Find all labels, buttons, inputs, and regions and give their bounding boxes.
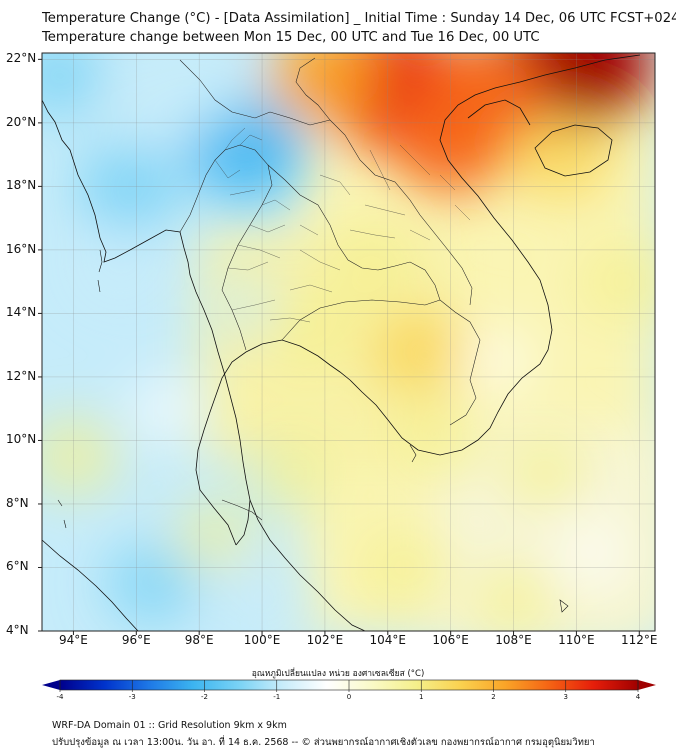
island-phu-quoc (409, 444, 417, 463)
border-china-myanmar (179, 59, 331, 126)
border-thailand-cambodia (281, 299, 441, 341)
lon-label: 94°E (58, 633, 88, 647)
field-anomaly-22 (42, 416, 120, 497)
island-andaman-south (97, 279, 101, 293)
island-nicobar-2 (63, 519, 67, 529)
lon-label: 102°E (306, 633, 344, 647)
country-borders (179, 57, 481, 521)
lat-label: 8°N (6, 495, 29, 510)
colorbar-tick-label: -2 (201, 693, 208, 701)
island-andaman (98, 249, 103, 273)
colorbar-tick-label: 0 (346, 693, 352, 701)
lat-label: 4°N (6, 623, 29, 637)
lat-label: 22°N (6, 51, 37, 66)
chart-title: Temperature Change (°C) - [Data Assimila… (42, 11, 676, 26)
coastlines (42, 54, 641, 631)
colorbar-tick-label: 2 (491, 693, 496, 701)
colorbar-tick-label: 3 (563, 693, 568, 701)
lon-label: 110°E (558, 633, 595, 647)
provincial-lines (214, 127, 471, 323)
colorbar-tick-label: 1 (419, 693, 424, 701)
field-anomaly-25 (502, 435, 588, 510)
field-anomaly-23 (250, 435, 337, 510)
footer-model-info: WRF-DA Domain 01 :: Grid Resolution 9km … (52, 720, 287, 731)
field-anomaly-18 (369, 308, 469, 395)
chart-subtitle: Temperature change between Mon 15 Dec, 0… (42, 30, 540, 45)
colorbar-tick-label: -1 (273, 693, 281, 701)
field-anomaly-19 (328, 227, 416, 304)
lon-label: 108°E (495, 633, 532, 647)
lon-label: 112°E (621, 633, 658, 647)
lat-label: 14°N (6, 305, 37, 320)
field-anomaly-9 (128, 374, 207, 443)
coastline-hainan (534, 124, 613, 177)
border-cambodia-vietnam (439, 299, 481, 426)
field-anomaly-16 (420, 53, 545, 146)
colorbar-tick-label: -3 (128, 693, 136, 701)
island-nicobar (57, 499, 63, 507)
lon-label: 106°E (432, 633, 469, 647)
field-anomaly-17 (510, 110, 612, 199)
colorbar-tick-label: 4 (635, 693, 641, 701)
lat-label: 20°N (6, 114, 37, 129)
lat-label: 12°N (6, 368, 37, 383)
axis-ticks (38, 58, 640, 635)
island-natuna (559, 599, 569, 613)
coastline-malay-peninsula (249, 499, 366, 631)
border-myanmar-thailand (179, 144, 273, 351)
coastline-sumatra (42, 539, 139, 631)
lon-label: 96°E (121, 633, 151, 647)
field-anomaly-3 (42, 53, 107, 118)
lat-label: 6°N (6, 559, 29, 574)
colorbar-extend-high (638, 680, 656, 690)
border-thailand-malaysia (221, 499, 263, 521)
lon-label: 104°E (369, 633, 407, 647)
colorbar-tick-label: -4 (56, 693, 64, 701)
field-anomaly-26 (579, 243, 655, 320)
coastline-gulf-of-thailand (195, 54, 641, 546)
colorbar-extend-low (42, 680, 60, 690)
lon-label: 98°E (184, 633, 214, 647)
colorbar-label: อุณหภูมิเปลี่ยนแปลง หน่วย องศาเซลเซียส (… (251, 669, 425, 679)
lat-label: 18°N (6, 178, 37, 193)
coastline-gulf-of-tonkin (467, 99, 531, 126)
graticule (42, 53, 655, 631)
lat-label: 10°N (6, 432, 37, 447)
coastline-bay-of-bengal (42, 99, 251, 546)
lon-label: 100°E (243, 633, 281, 647)
border-thailand-laos (267, 164, 441, 301)
field-anomaly-20 (264, 290, 355, 369)
footer-update-info: ปรับปรุงข้อมูล ณ เวลา 13:00น. วัน อา. ที… (52, 737, 595, 748)
field-anomaly-6 (104, 542, 200, 625)
field-anomaly-5 (78, 228, 164, 303)
lat-label: 16°N (6, 241, 37, 256)
islands (57, 249, 569, 613)
border-laos-china (295, 57, 331, 121)
colorbar-ticks (59, 680, 639, 692)
plot-frame (41, 52, 656, 632)
field-anomaly-24 (173, 499, 257, 572)
border-laos-vietnam (329, 119, 473, 306)
